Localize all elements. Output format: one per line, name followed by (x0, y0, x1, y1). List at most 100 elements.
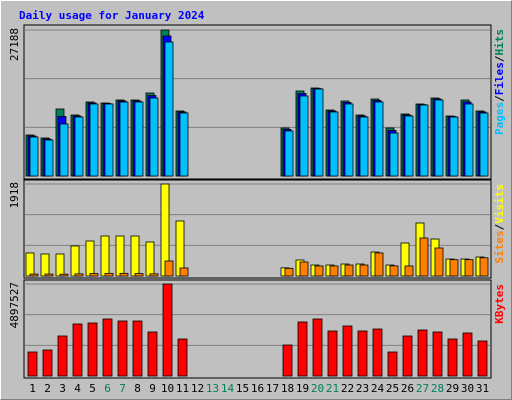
legend-separator: / (493, 95, 506, 102)
x-tick-label: 30 (461, 382, 474, 395)
bar (87, 322, 98, 377)
bar (314, 88, 324, 177)
x-tick-label: 7 (119, 382, 126, 395)
bar (314, 265, 324, 277)
bar (329, 111, 339, 177)
bar (479, 112, 489, 177)
legend-entry: Sites (493, 230, 506, 263)
x-tick-label: 4 (74, 382, 81, 395)
x-tick-label: 26 (401, 382, 414, 395)
x-tick-label: 9 (149, 382, 156, 395)
bar (372, 328, 383, 377)
x-tick-label: 28 (431, 382, 444, 395)
bar (449, 259, 459, 277)
x-tick-label: 25 (386, 382, 399, 395)
x-tick-label: 3 (59, 382, 66, 395)
bar (299, 261, 309, 277)
bar (374, 101, 384, 177)
bar (374, 252, 384, 277)
x-tick-label: 14 (221, 382, 235, 395)
x-tick-label: 27 (416, 382, 429, 395)
x-tick-label: 2 (44, 382, 51, 395)
bar (434, 247, 444, 277)
bar (119, 272, 129, 277)
bar (464, 259, 474, 277)
bar (177, 338, 188, 377)
bar (389, 265, 399, 277)
bar (74, 273, 84, 277)
bar (104, 272, 114, 277)
x-tick-label: 8 (134, 382, 141, 395)
bar (117, 320, 128, 377)
x-tick-label: 22 (341, 382, 354, 395)
legend-separator: / (493, 55, 506, 62)
bar (40, 253, 50, 277)
bar (449, 116, 459, 177)
bar (119, 101, 129, 177)
bar (344, 103, 354, 177)
bar (29, 273, 39, 277)
legend-entry: KBytes (493, 284, 506, 324)
bar (447, 338, 458, 377)
bar (462, 332, 473, 377)
bar (284, 267, 294, 277)
bar (419, 104, 429, 177)
bar (162, 283, 173, 377)
bar (149, 97, 159, 177)
legend-separator: / (493, 223, 506, 230)
panel (23, 279, 492, 379)
bar (149, 273, 159, 277)
bar (85, 240, 95, 277)
bar (72, 323, 83, 377)
y-max-label: 27188 (8, 28, 21, 61)
bar (42, 349, 53, 377)
bar (44, 273, 54, 277)
x-tick-label: 6 (104, 382, 111, 395)
x-tick-label: 10 (161, 382, 174, 395)
bar (359, 116, 369, 177)
bar (25, 252, 35, 277)
bar (404, 115, 414, 177)
bar (89, 103, 99, 177)
bar (299, 95, 309, 177)
bar (282, 344, 293, 377)
bar (70, 245, 80, 277)
x-tick-label: 11 (176, 382, 189, 395)
x-tick-label: 17 (266, 382, 279, 395)
x-tick-label: 24 (371, 382, 385, 395)
bar (284, 130, 294, 177)
bar (432, 331, 443, 377)
bar (100, 235, 110, 277)
bar (59, 273, 69, 277)
bar (297, 321, 308, 377)
bar (312, 318, 323, 377)
bar (389, 132, 399, 177)
bar (115, 235, 125, 277)
bar (44, 139, 54, 177)
x-tick-label: 31 (476, 382, 489, 395)
bar (132, 320, 143, 377)
bar (434, 99, 444, 177)
bar (74, 116, 84, 177)
legend: Sites/Visits (493, 184, 506, 264)
bar (359, 264, 369, 277)
bar (479, 257, 489, 277)
bar (59, 123, 69, 177)
bar (134, 101, 144, 177)
legend-entry: Hits (493, 29, 506, 56)
x-tick-label: 5 (89, 382, 96, 395)
bar (327, 330, 338, 377)
legend: KBytes (493, 284, 506, 324)
bar (55, 253, 65, 277)
bar (464, 103, 474, 177)
bar (102, 318, 113, 377)
bar (329, 265, 339, 277)
x-tick-label: 19 (296, 382, 309, 395)
bar (164, 260, 174, 277)
bar (404, 265, 414, 277)
bar (344, 264, 354, 277)
x-tick-label: 23 (356, 382, 369, 395)
